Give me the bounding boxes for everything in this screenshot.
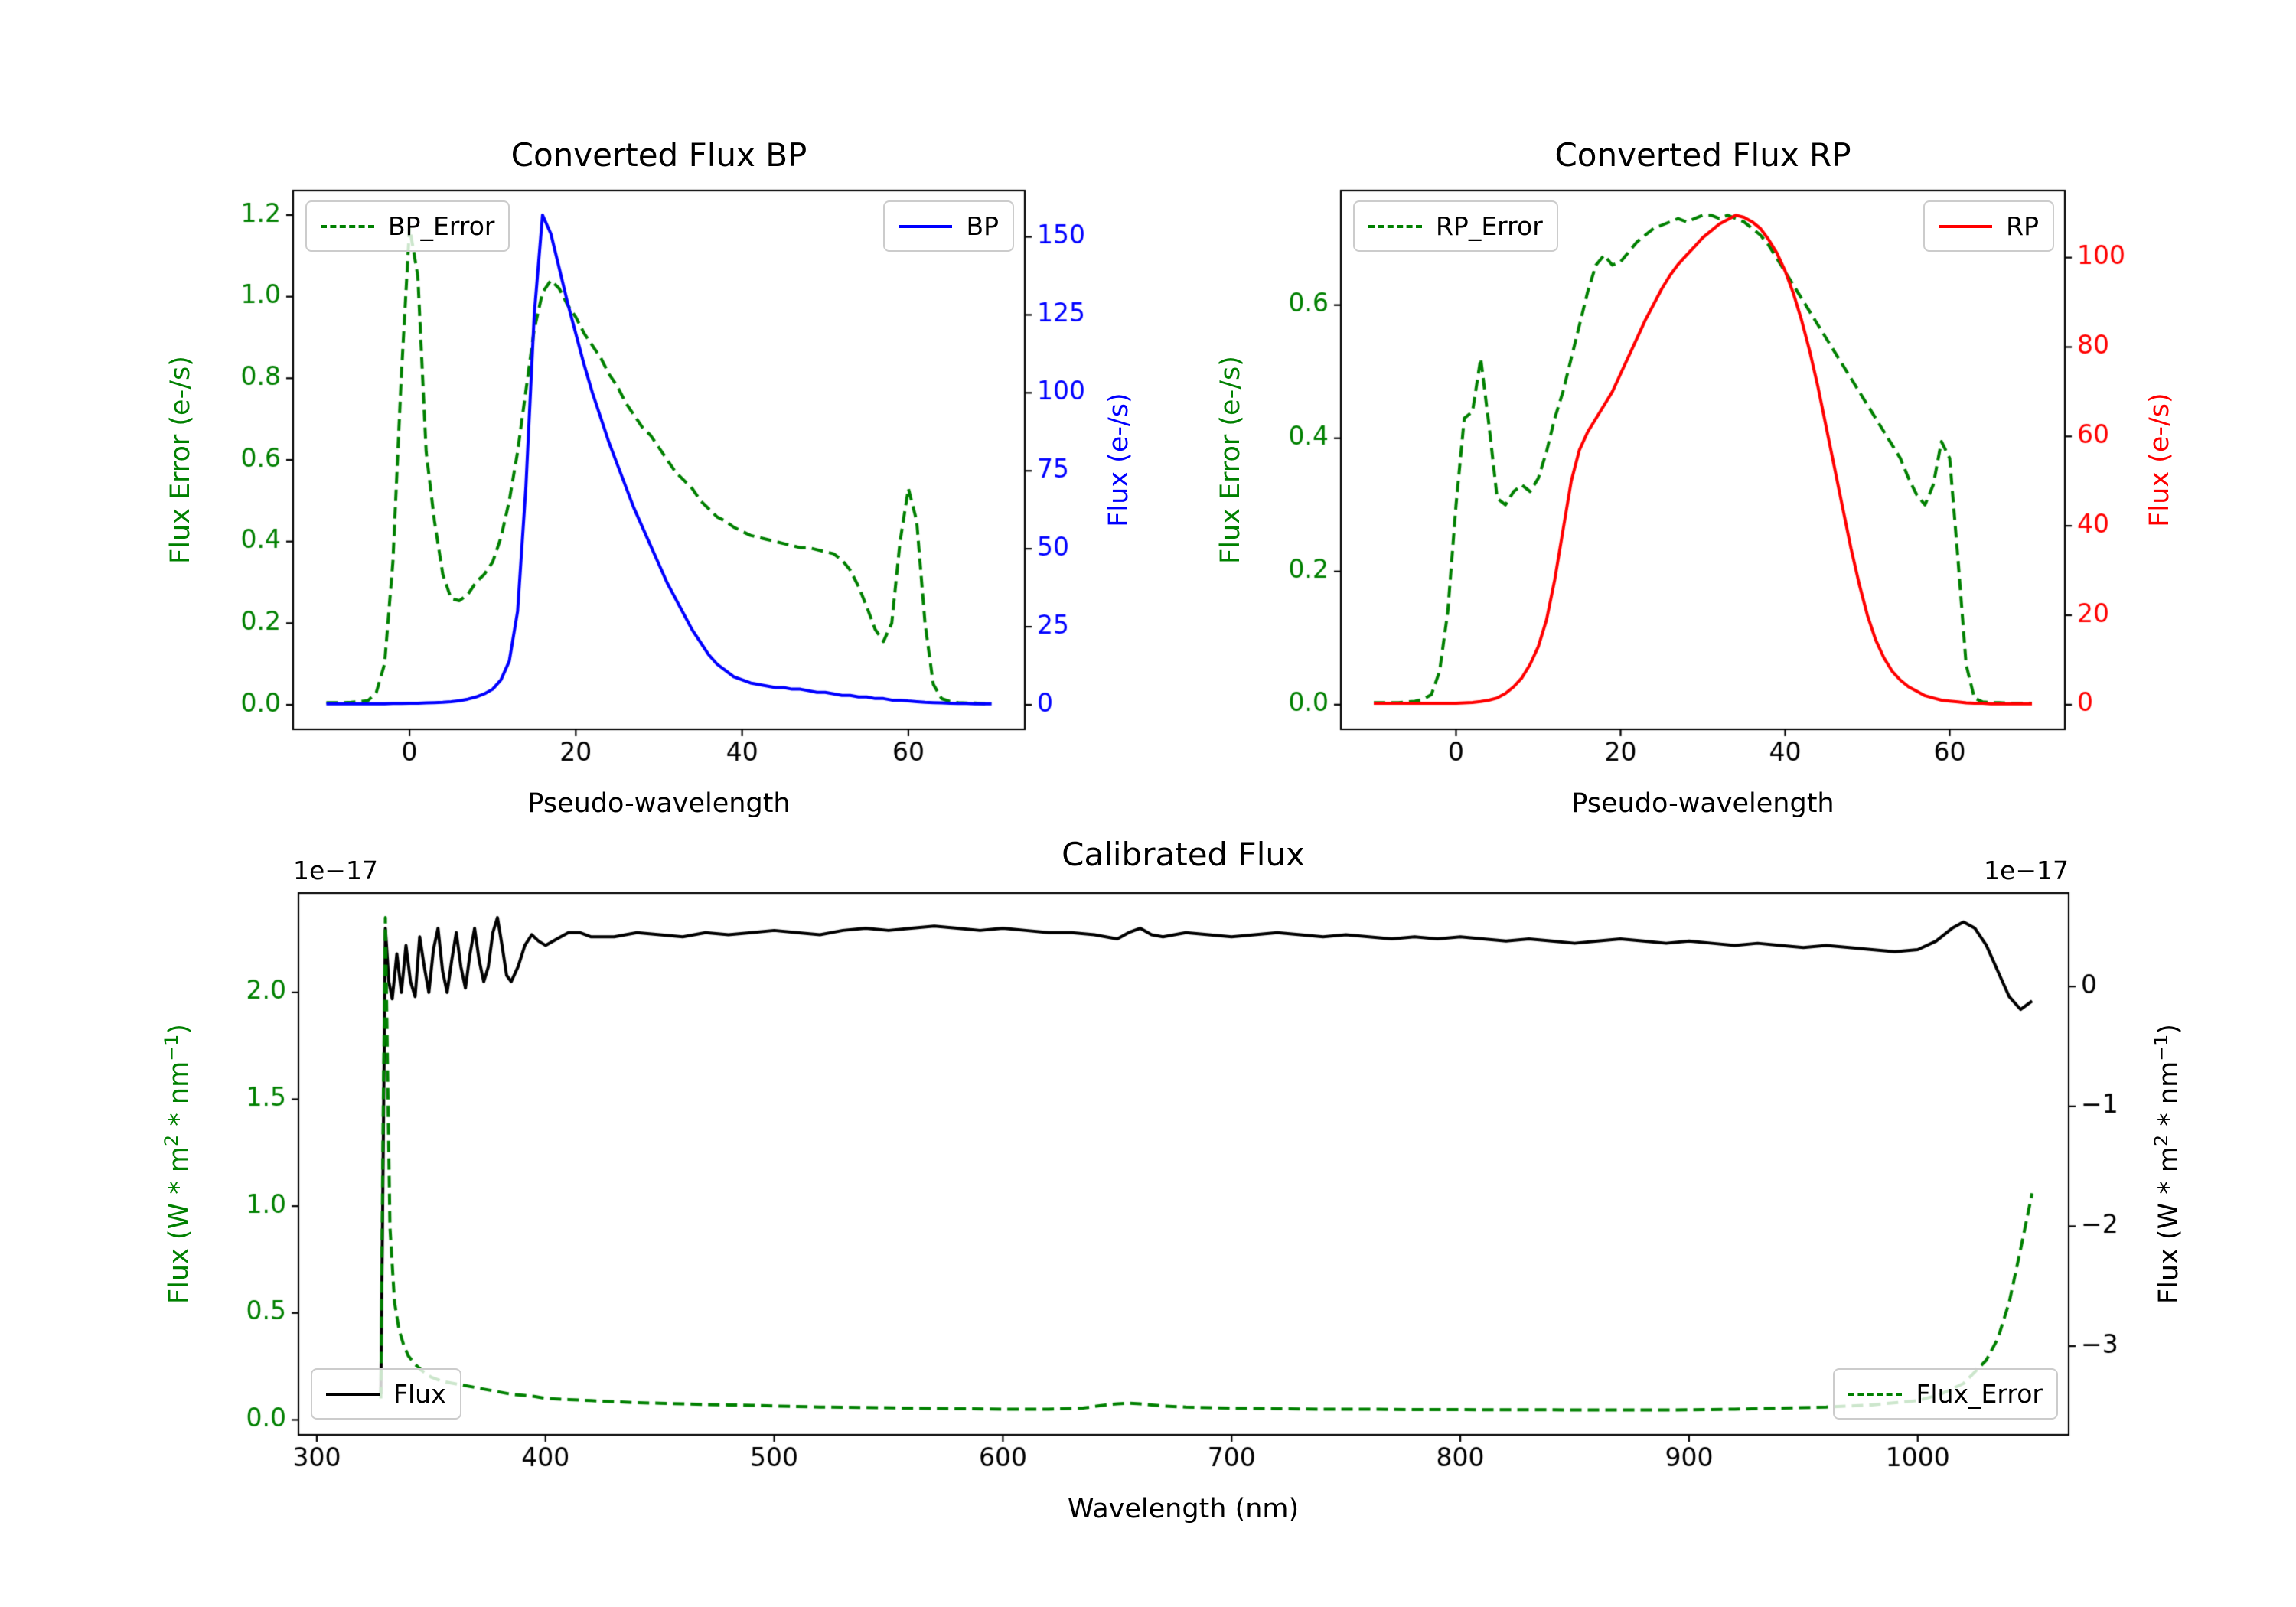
legend-label-bp: BP: [966, 211, 999, 241]
legend-flux-error: Flux_Error: [1833, 1368, 2058, 1420]
ylabel-part: Flux (W * m: [2153, 1146, 2184, 1304]
legend-label-flux: Flux: [393, 1379, 446, 1409]
legend-bp: BP: [883, 200, 1014, 252]
offset-text-left: 1e−17: [293, 856, 378, 885]
x-axis-label-bp: Pseudo-wavelength: [527, 788, 791, 819]
chart-title-calibrated: Calibrated Flux: [1062, 836, 1305, 873]
x-axis-label-rp: Pseudo-wavelength: [1571, 788, 1835, 819]
y-axis-label-rp-error: Flux Error (e-/s): [1215, 356, 1246, 564]
ylabel-part: ): [163, 1024, 194, 1035]
legend-label-rp-error: RP_Error: [1436, 211, 1543, 241]
legend-rp-error: RP_Error: [1353, 200, 1558, 252]
y-axis-label-cal-left: Flux (W * m2 * nm−1): [161, 1024, 194, 1304]
rp-error-line-sample: [1368, 224, 1422, 228]
ylabel-part: * nm: [163, 1061, 194, 1135]
ylabel-part: * nm: [2153, 1061, 2184, 1135]
legend-rp: RP: [1923, 200, 2054, 252]
ylabel-part: ): [2153, 1024, 2184, 1035]
ylabel-sup: −1: [2151, 1034, 2173, 1061]
flux-line-sample: [326, 1392, 380, 1396]
ylabel-sup: −1: [161, 1034, 183, 1061]
offset-text-right: 1e−17: [1984, 856, 2069, 885]
y-axis-label-cal-right: Flux (W * m2 * nm−1): [2151, 1024, 2184, 1304]
flux-error-line-sample: [1848, 1392, 1903, 1396]
legend-bp-error: BP_Error: [305, 200, 510, 252]
ylabel-sup: 2: [2151, 1134, 2173, 1146]
bp-line-sample: [899, 224, 953, 228]
legend-label-rp: RP: [2006, 211, 2039, 241]
legend-label-bp-error: BP_Error: [388, 211, 495, 241]
ylabel-part: Flux (W * m: [163, 1146, 194, 1304]
legend-label-flux-error: Flux_Error: [1916, 1379, 2043, 1409]
x-axis-label-cal: Wavelength (nm): [1067, 1494, 1300, 1524]
legend-flux: Flux: [311, 1368, 461, 1420]
rp-line-sample: [1939, 224, 1993, 228]
ylabel-sup: 2: [161, 1134, 183, 1146]
y-axis-label-bp-flux: Flux (e-/s): [1104, 393, 1134, 527]
bp-error-line-sample: [321, 224, 374, 228]
y-axis-label-rp-flux: Flux (e-/s): [2144, 393, 2175, 527]
chart-title-bp: Converted Flux BP: [510, 136, 807, 174]
y-axis-label-bp-error: Flux Error (e-/s): [165, 356, 196, 564]
chart-title-rp: Converted Flux RP: [1554, 136, 1851, 174]
